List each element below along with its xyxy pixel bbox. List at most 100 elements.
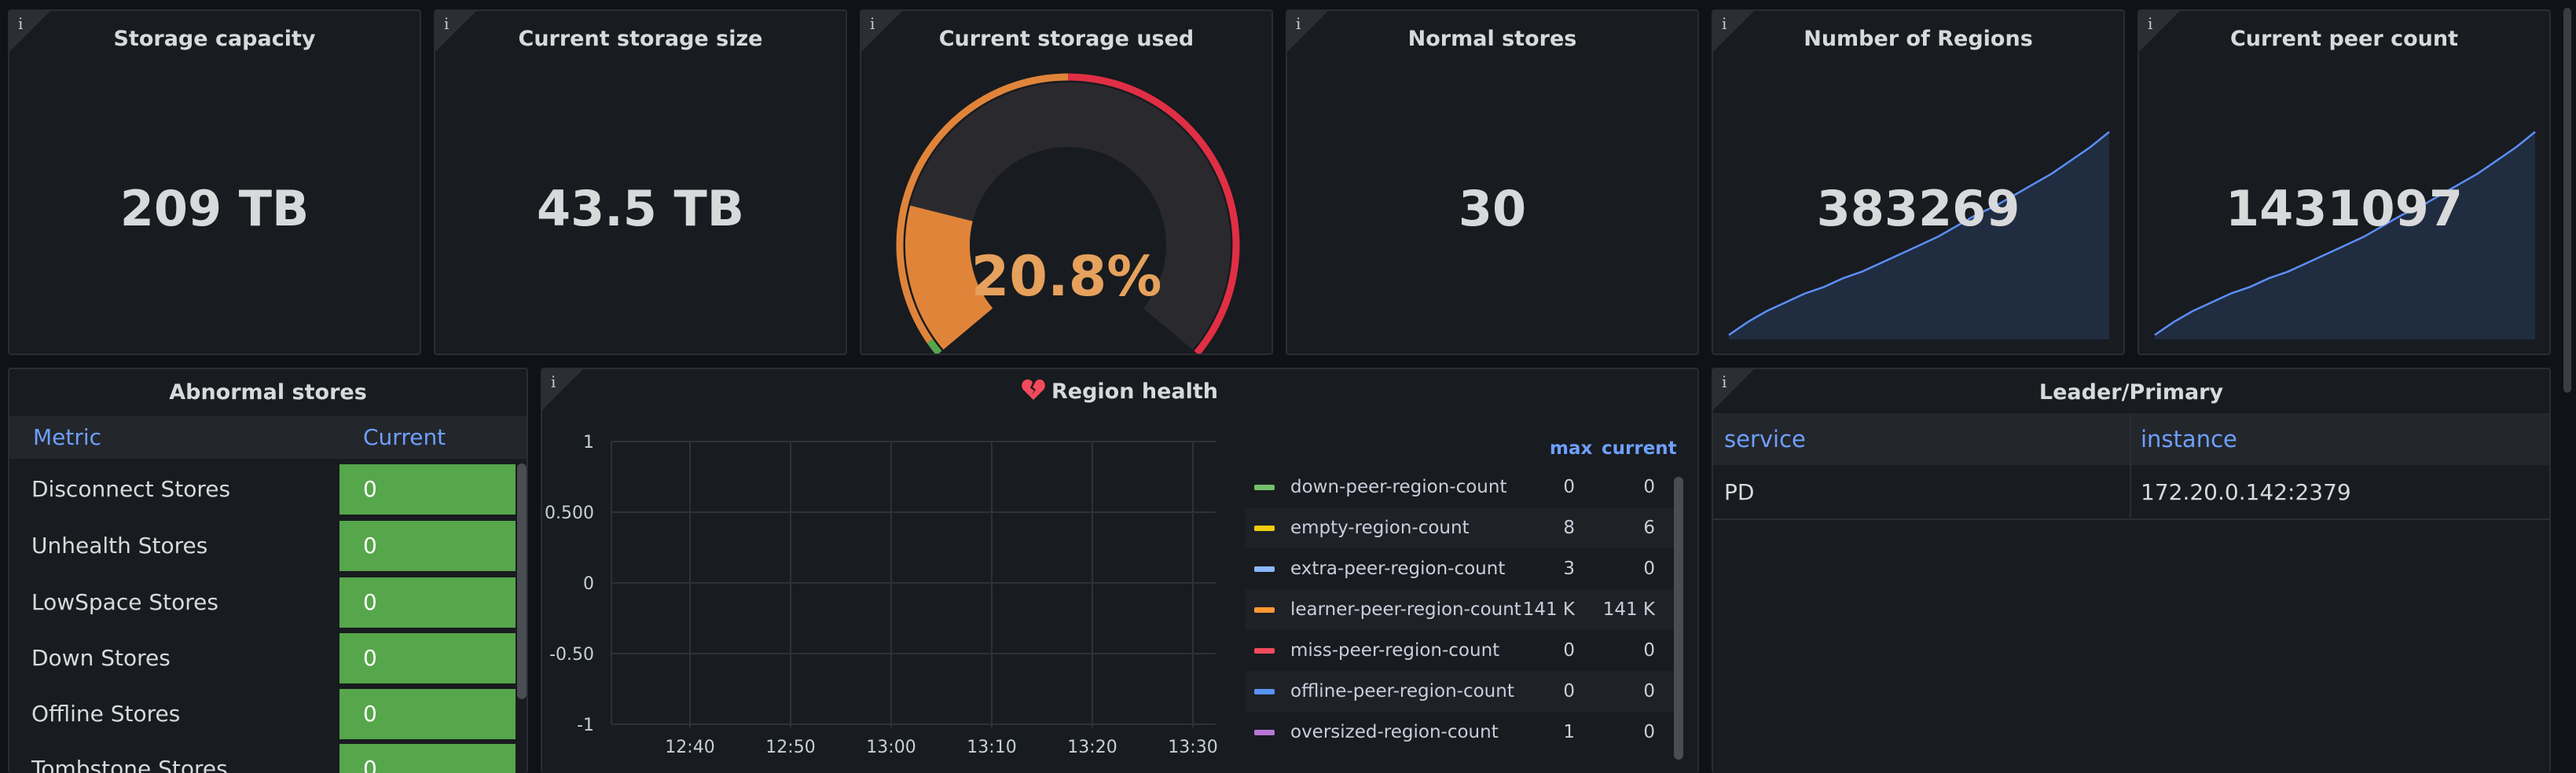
info-corner[interactable] xyxy=(1713,11,1754,52)
legend-current: 0 xyxy=(1643,559,1655,579)
info-icon[interactable]: i xyxy=(1722,14,1727,33)
info-icon[interactable]: i xyxy=(2148,14,2153,33)
gauge-value-arc xyxy=(905,205,993,350)
panel-title: Normal stores xyxy=(1407,27,1577,51)
legend-item[interactable]: down-peer-region-count 0 0 xyxy=(1245,467,1677,507)
info-corner[interactable] xyxy=(1287,11,1328,52)
panel-title: Storage capacity xyxy=(113,27,316,51)
x-tick-label: 12:40 xyxy=(665,738,714,757)
legend-max: 0 xyxy=(1563,477,1575,497)
info-icon[interactable]: i xyxy=(870,14,875,33)
panel-title: Abnormal stores xyxy=(169,380,367,405)
panel-title: Number of Regions xyxy=(1804,27,2033,51)
current-storage-used-panel[interactable]: i Current storage used 20.8% xyxy=(860,9,1273,355)
table-row: PD 172.20.0.142:2379 xyxy=(1713,467,2549,520)
legend-current: 0 xyxy=(1643,640,1655,661)
normal-stores-panel[interactable]: i Normal stores 30 xyxy=(1286,9,1699,355)
info-icon[interactable]: i xyxy=(551,372,556,391)
x-tick-label: 12:50 xyxy=(765,738,815,757)
info-icon[interactable]: i xyxy=(444,14,450,33)
metric-value: 0 xyxy=(339,689,516,739)
info-corner[interactable] xyxy=(1713,369,1754,410)
legend-swatch xyxy=(1254,526,1275,531)
column-header-metric[interactable]: Metric xyxy=(33,424,102,450)
legend-current: 0 xyxy=(1643,477,1655,497)
abnormal-stores-panel[interactable]: Abnormal stores Metric Current Disconnec… xyxy=(8,368,528,773)
info-corner[interactable] xyxy=(861,11,902,52)
instance-cell: 172.20.0.142:2379 xyxy=(2141,479,2351,505)
legend-max: 3 xyxy=(1563,559,1575,579)
storage-capacity-panel[interactable]: i Storage capacity 209 TB xyxy=(8,9,421,355)
legend-name: oversized-region-count xyxy=(1290,722,1499,742)
info-corner[interactable] xyxy=(435,11,476,52)
y-tick-label: 0 xyxy=(583,574,594,594)
column-header-service[interactable]: service xyxy=(1724,426,1806,452)
legend-scrollbar[interactable] xyxy=(1674,477,1683,760)
legend-item[interactable]: oversized-region-count 1 0 xyxy=(1245,712,1677,753)
legend-item[interactable]: extra-peer-region-count 3 0 xyxy=(1245,548,1677,589)
panel-title: Leader/Primary xyxy=(2038,380,2224,405)
metric-value: 0 xyxy=(339,577,516,628)
region-health-chart[interactable]: 1 0.500 0 -0.50 -1 12:40 12:50 13:00 13:10 13:20 1… xyxy=(542,369,1218,762)
table-row: LowSpace Stores 0 xyxy=(9,575,527,630)
x-tick-label: 13:00 xyxy=(866,738,916,757)
metric-label: Down Stores xyxy=(31,645,171,671)
number-of-regions-panel[interactable]: i Number of Regions 383269 xyxy=(1712,9,2125,355)
sparkline-line xyxy=(2154,130,2536,336)
storage-gauge xyxy=(896,73,1240,354)
table-scrollbar[interactable] xyxy=(517,463,527,699)
metric-value: 0 xyxy=(339,744,516,773)
table-header: Metric Current xyxy=(9,416,527,459)
current-peer-count-panel[interactable]: i Current peer count 1431097 xyxy=(2137,9,2551,355)
x-tick-label: 13:30 xyxy=(1168,738,1217,757)
x-tick-label: 13:10 xyxy=(967,738,1016,757)
leader-primary-panel[interactable]: i Leader/Primary service instance PD 172… xyxy=(1712,368,2551,773)
metric-label: Disconnect Stores xyxy=(31,476,231,502)
gauge-threshold-mid xyxy=(896,73,1069,343)
legend-swatch xyxy=(1254,566,1275,572)
legend-header-current[interactable]: current xyxy=(1602,438,1677,459)
legend-item[interactable]: offline-peer-region-count 0 0 xyxy=(1245,671,1677,712)
panel-title: Current storage size xyxy=(518,27,763,51)
legend-item[interactable]: empty-region-count 8 6 xyxy=(1245,507,1677,548)
legend-current: 141 K xyxy=(1602,599,1655,620)
sparkline-line xyxy=(1728,130,2110,336)
column-header-current[interactable]: Current xyxy=(363,424,446,450)
info-corner[interactable] xyxy=(542,369,583,410)
stat-value: 383269 xyxy=(1816,180,2020,237)
stat-value: 30 xyxy=(1458,180,1527,237)
region-health-panel[interactable]: i Region health 1 0.500 0 -0.50 -1 12:40 12:50… xyxy=(541,368,1699,773)
table-header: service instance xyxy=(1713,413,2549,465)
legend-name: miss-peer-region-count xyxy=(1290,640,1500,661)
panel-title: Current storage used xyxy=(938,27,1194,51)
info-corner[interactable] xyxy=(2139,11,2180,52)
info-corner[interactable] xyxy=(9,11,50,52)
gauge-threshold-high xyxy=(1067,73,1240,354)
gauge-value: 20.8% xyxy=(971,244,1162,309)
table-row: Unhealth Stores 0 xyxy=(9,518,527,573)
legend-current: 0 xyxy=(1643,722,1655,742)
legend-current: 0 xyxy=(1643,681,1655,702)
legend-name: empty-region-count xyxy=(1290,518,1470,538)
legend-swatch xyxy=(1254,730,1275,735)
regions-sparkline xyxy=(1728,130,2110,339)
current-storage-size-panel[interactable]: i Current storage size 43.5 TB xyxy=(434,9,847,355)
y-tick-label: -1 xyxy=(577,716,594,735)
info-icon[interactable]: i xyxy=(1296,14,1301,33)
y-tick-label: -0.50 xyxy=(549,645,594,665)
legend-header-max[interactable]: max xyxy=(1550,438,1593,459)
metric-label: Tombstone Stores xyxy=(31,756,228,773)
legend-item[interactable]: miss-peer-region-count 0 0 xyxy=(1245,630,1677,671)
legend-current: 6 xyxy=(1643,518,1655,538)
column-header-instance[interactable]: instance xyxy=(2141,426,2237,452)
table-row: Disconnect Stores 0 xyxy=(9,462,527,517)
table-row: Down Stores 0 xyxy=(9,631,527,686)
page-scrollbar[interactable] xyxy=(2563,8,2571,393)
legend-item[interactable]: learner-peer-region-count 141 K 141 K xyxy=(1245,589,1677,630)
legend-max: 1 xyxy=(1563,722,1575,742)
info-icon[interactable]: i xyxy=(18,14,24,33)
legend-max: 0 xyxy=(1563,640,1575,661)
info-icon[interactable]: i xyxy=(1722,372,1727,391)
x-tick-label: 13:20 xyxy=(1067,738,1117,757)
y-tick-label: 1 xyxy=(583,433,594,452)
